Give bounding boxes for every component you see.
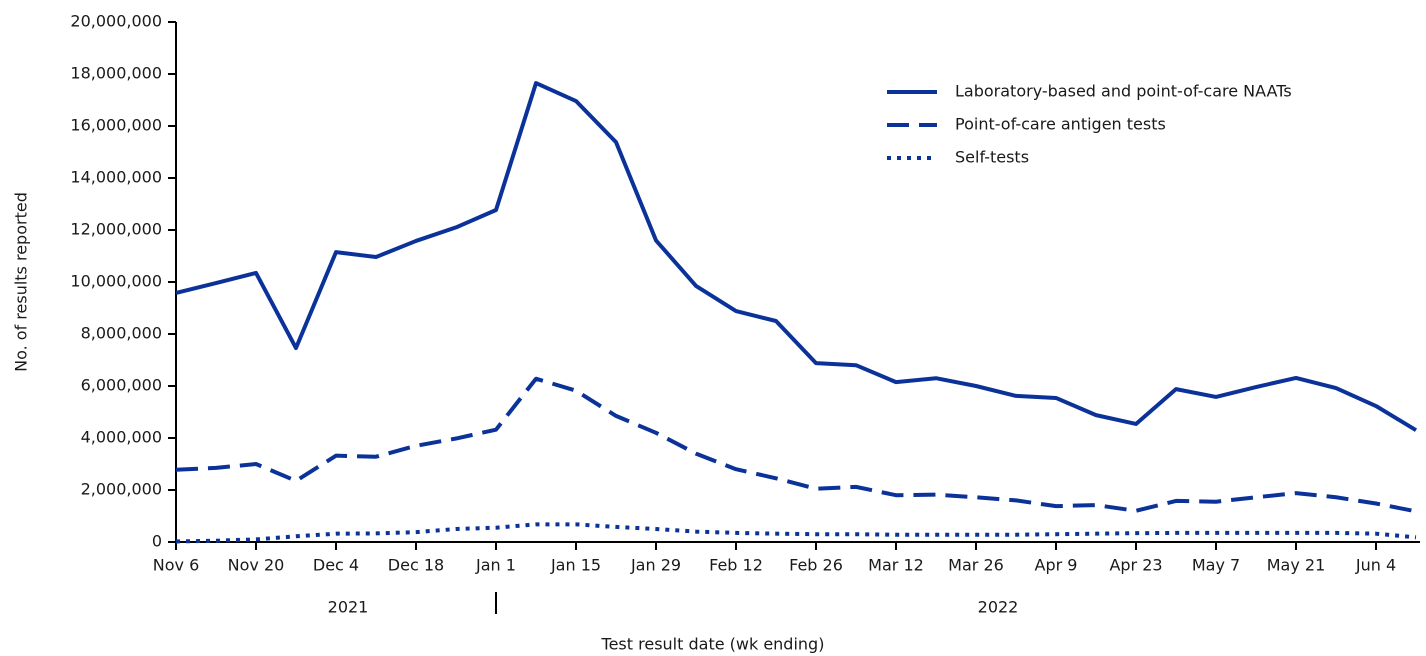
x-tick-label: Apr 9 — [1035, 556, 1078, 575]
x-tick-label: Feb 26 — [789, 556, 843, 575]
legend-label: Self-tests — [955, 148, 1029, 167]
series-line — [175, 376, 1417, 514]
year-label: 2021 — [328, 598, 369, 617]
series-line — [175, 81, 1418, 432]
y-tick-label: 14,000,000 — [70, 168, 162, 187]
x-tick-label: Mar 12 — [868, 556, 924, 575]
x-tick-label: Dec 18 — [388, 556, 444, 575]
y-tick-label: 20,000,000 — [70, 12, 162, 31]
y-tick-label: 2,000,000 — [81, 480, 162, 499]
y-tick-label: 10,000,000 — [70, 272, 162, 291]
x-tick-label: Jun 4 — [1355, 556, 1396, 575]
y-tick-label: 12,000,000 — [70, 220, 162, 239]
x-tick-label: Mar 26 — [948, 556, 1004, 575]
x-tick-label: Apr 23 — [1109, 556, 1162, 575]
x-tick-label: Jan 15 — [550, 556, 601, 575]
x-tick-label: Feb 12 — [709, 556, 763, 575]
x-axis-title: Test result date (wk ending) — [601, 635, 825, 654]
year-label: 2022 — [978, 598, 1019, 617]
x-tick-label: May 21 — [1267, 556, 1326, 575]
y-axis-title: No. of results reported — [12, 192, 31, 372]
legend-label: Laboratory-based and point-of-care NAATs — [955, 82, 1292, 101]
y-tick-label: 8,000,000 — [81, 324, 162, 343]
y-tick-label: 18,000,000 — [70, 64, 162, 83]
y-tick-label: 16,000,000 — [70, 116, 162, 135]
x-tick-label: Nov 6 — [153, 556, 200, 575]
x-tick-label: Jan 29 — [630, 556, 681, 575]
x-tick-label: May 7 — [1192, 556, 1240, 575]
y-tick-label: 4,000,000 — [81, 428, 162, 447]
series-line — [175, 522, 1417, 544]
legend-label: Point-of-care antigen tests — [955, 115, 1166, 134]
x-tick-label: Jan 1 — [475, 556, 516, 575]
y-tick-label: 0 — [152, 532, 162, 551]
x-tick-label: Dec 4 — [313, 556, 359, 575]
y-tick-label: 6,000,000 — [81, 376, 162, 395]
x-tick-label: Nov 20 — [228, 556, 285, 575]
